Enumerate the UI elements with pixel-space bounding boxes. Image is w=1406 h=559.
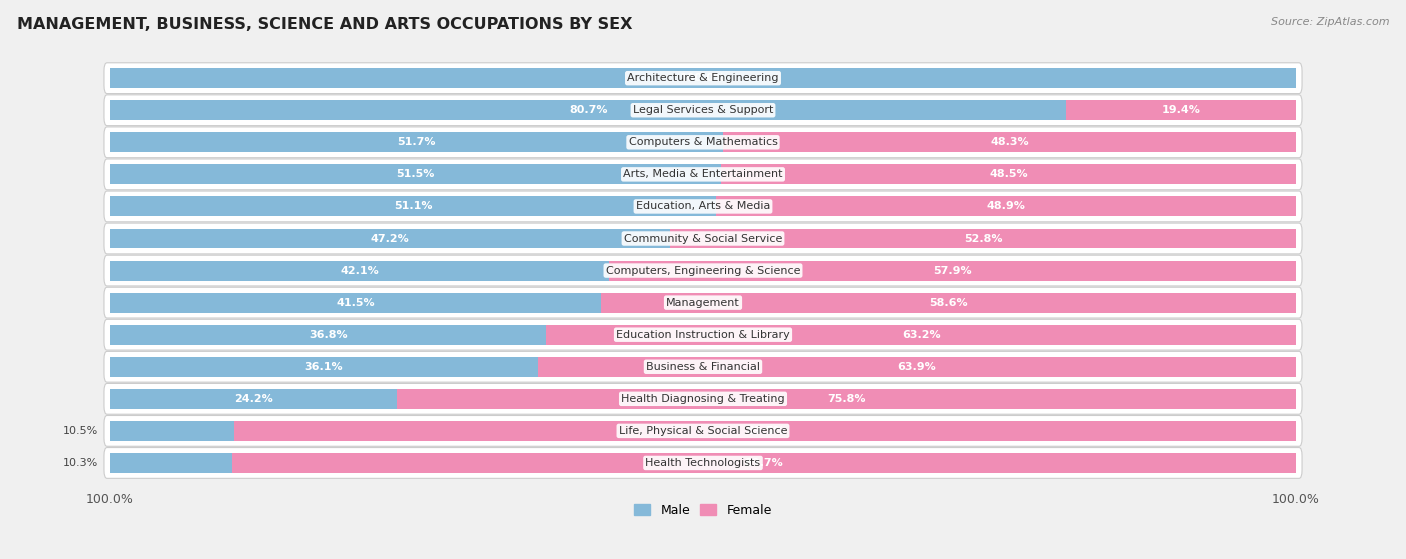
Text: 51.7%: 51.7% — [398, 138, 436, 148]
Bar — [396, 389, 1296, 409]
Bar — [232, 453, 1296, 473]
Bar — [600, 293, 1296, 312]
Text: 63.2%: 63.2% — [903, 330, 941, 340]
Text: 48.3%: 48.3% — [990, 138, 1029, 148]
Text: Management: Management — [666, 297, 740, 307]
Bar — [110, 357, 538, 377]
Text: Education Instruction & Library: Education Instruction & Library — [616, 330, 790, 340]
Text: 89.5%: 89.5% — [747, 426, 785, 436]
Text: 10.5%: 10.5% — [63, 426, 98, 436]
Bar — [110, 164, 721, 184]
Text: Health Technologists: Health Technologists — [645, 458, 761, 468]
FancyBboxPatch shape — [104, 287, 1302, 318]
Bar — [110, 100, 1067, 120]
FancyBboxPatch shape — [104, 383, 1302, 414]
Text: 48.9%: 48.9% — [987, 201, 1025, 211]
Bar — [110, 132, 723, 152]
Bar — [1066, 100, 1296, 120]
Text: Health Diagnosing & Treating: Health Diagnosing & Treating — [621, 394, 785, 404]
Bar — [110, 293, 602, 312]
FancyBboxPatch shape — [104, 95, 1302, 126]
Text: 80.7%: 80.7% — [569, 105, 607, 115]
FancyBboxPatch shape — [104, 448, 1302, 479]
Bar — [110, 229, 669, 248]
Text: 51.1%: 51.1% — [394, 201, 432, 211]
Text: 24.2%: 24.2% — [233, 394, 273, 404]
Text: Computers & Mathematics: Computers & Mathematics — [628, 138, 778, 148]
FancyBboxPatch shape — [104, 159, 1302, 190]
Text: Architecture & Engineering: Architecture & Engineering — [627, 73, 779, 83]
Text: MANAGEMENT, BUSINESS, SCIENCE AND ARTS OCCUPATIONS BY SEX: MANAGEMENT, BUSINESS, SCIENCE AND ARTS O… — [17, 17, 633, 32]
Text: 75.8%: 75.8% — [827, 394, 866, 404]
Text: 48.5%: 48.5% — [990, 169, 1028, 179]
FancyBboxPatch shape — [104, 191, 1302, 222]
FancyBboxPatch shape — [104, 127, 1302, 158]
FancyBboxPatch shape — [104, 63, 1302, 93]
Text: Business & Financial: Business & Financial — [645, 362, 761, 372]
FancyBboxPatch shape — [104, 352, 1302, 382]
Bar — [110, 260, 609, 281]
Bar — [110, 197, 716, 216]
Text: 51.5%: 51.5% — [396, 169, 434, 179]
FancyBboxPatch shape — [104, 319, 1302, 350]
Bar — [669, 229, 1296, 248]
Text: Source: ZipAtlas.com: Source: ZipAtlas.com — [1271, 17, 1389, 27]
Bar — [716, 197, 1296, 216]
Text: 100.0%: 100.0% — [681, 73, 725, 83]
Text: 42.1%: 42.1% — [340, 266, 380, 276]
Text: Arts, Media & Entertainment: Arts, Media & Entertainment — [623, 169, 783, 179]
Text: 36.8%: 36.8% — [309, 330, 347, 340]
Bar — [110, 325, 547, 345]
Text: 58.6%: 58.6% — [929, 297, 967, 307]
FancyBboxPatch shape — [104, 415, 1302, 446]
Text: Education, Arts & Media: Education, Arts & Media — [636, 201, 770, 211]
Bar — [110, 389, 396, 409]
Text: 41.5%: 41.5% — [336, 297, 375, 307]
Bar — [110, 453, 232, 473]
Bar — [110, 68, 1296, 88]
Bar — [538, 357, 1296, 377]
Bar — [110, 421, 235, 441]
Legend: Male, Female: Male, Female — [630, 499, 776, 522]
Bar — [723, 132, 1296, 152]
Text: 19.4%: 19.4% — [1161, 105, 1201, 115]
Text: Computers, Engineering & Science: Computers, Engineering & Science — [606, 266, 800, 276]
FancyBboxPatch shape — [104, 255, 1302, 286]
Bar — [609, 260, 1296, 281]
Text: Community & Social Service: Community & Social Service — [624, 234, 782, 244]
Text: 57.9%: 57.9% — [934, 266, 972, 276]
Text: Life, Physical & Social Science: Life, Physical & Social Science — [619, 426, 787, 436]
Bar — [547, 325, 1296, 345]
Text: 89.7%: 89.7% — [745, 458, 783, 468]
FancyBboxPatch shape — [104, 223, 1302, 254]
Bar — [721, 164, 1296, 184]
Text: 36.1%: 36.1% — [305, 362, 343, 372]
Text: 52.8%: 52.8% — [963, 234, 1002, 244]
Text: Legal Services & Support: Legal Services & Support — [633, 105, 773, 115]
Bar — [235, 421, 1296, 441]
Text: 63.9%: 63.9% — [898, 362, 936, 372]
Text: 47.2%: 47.2% — [370, 234, 409, 244]
Text: 10.3%: 10.3% — [63, 458, 98, 468]
